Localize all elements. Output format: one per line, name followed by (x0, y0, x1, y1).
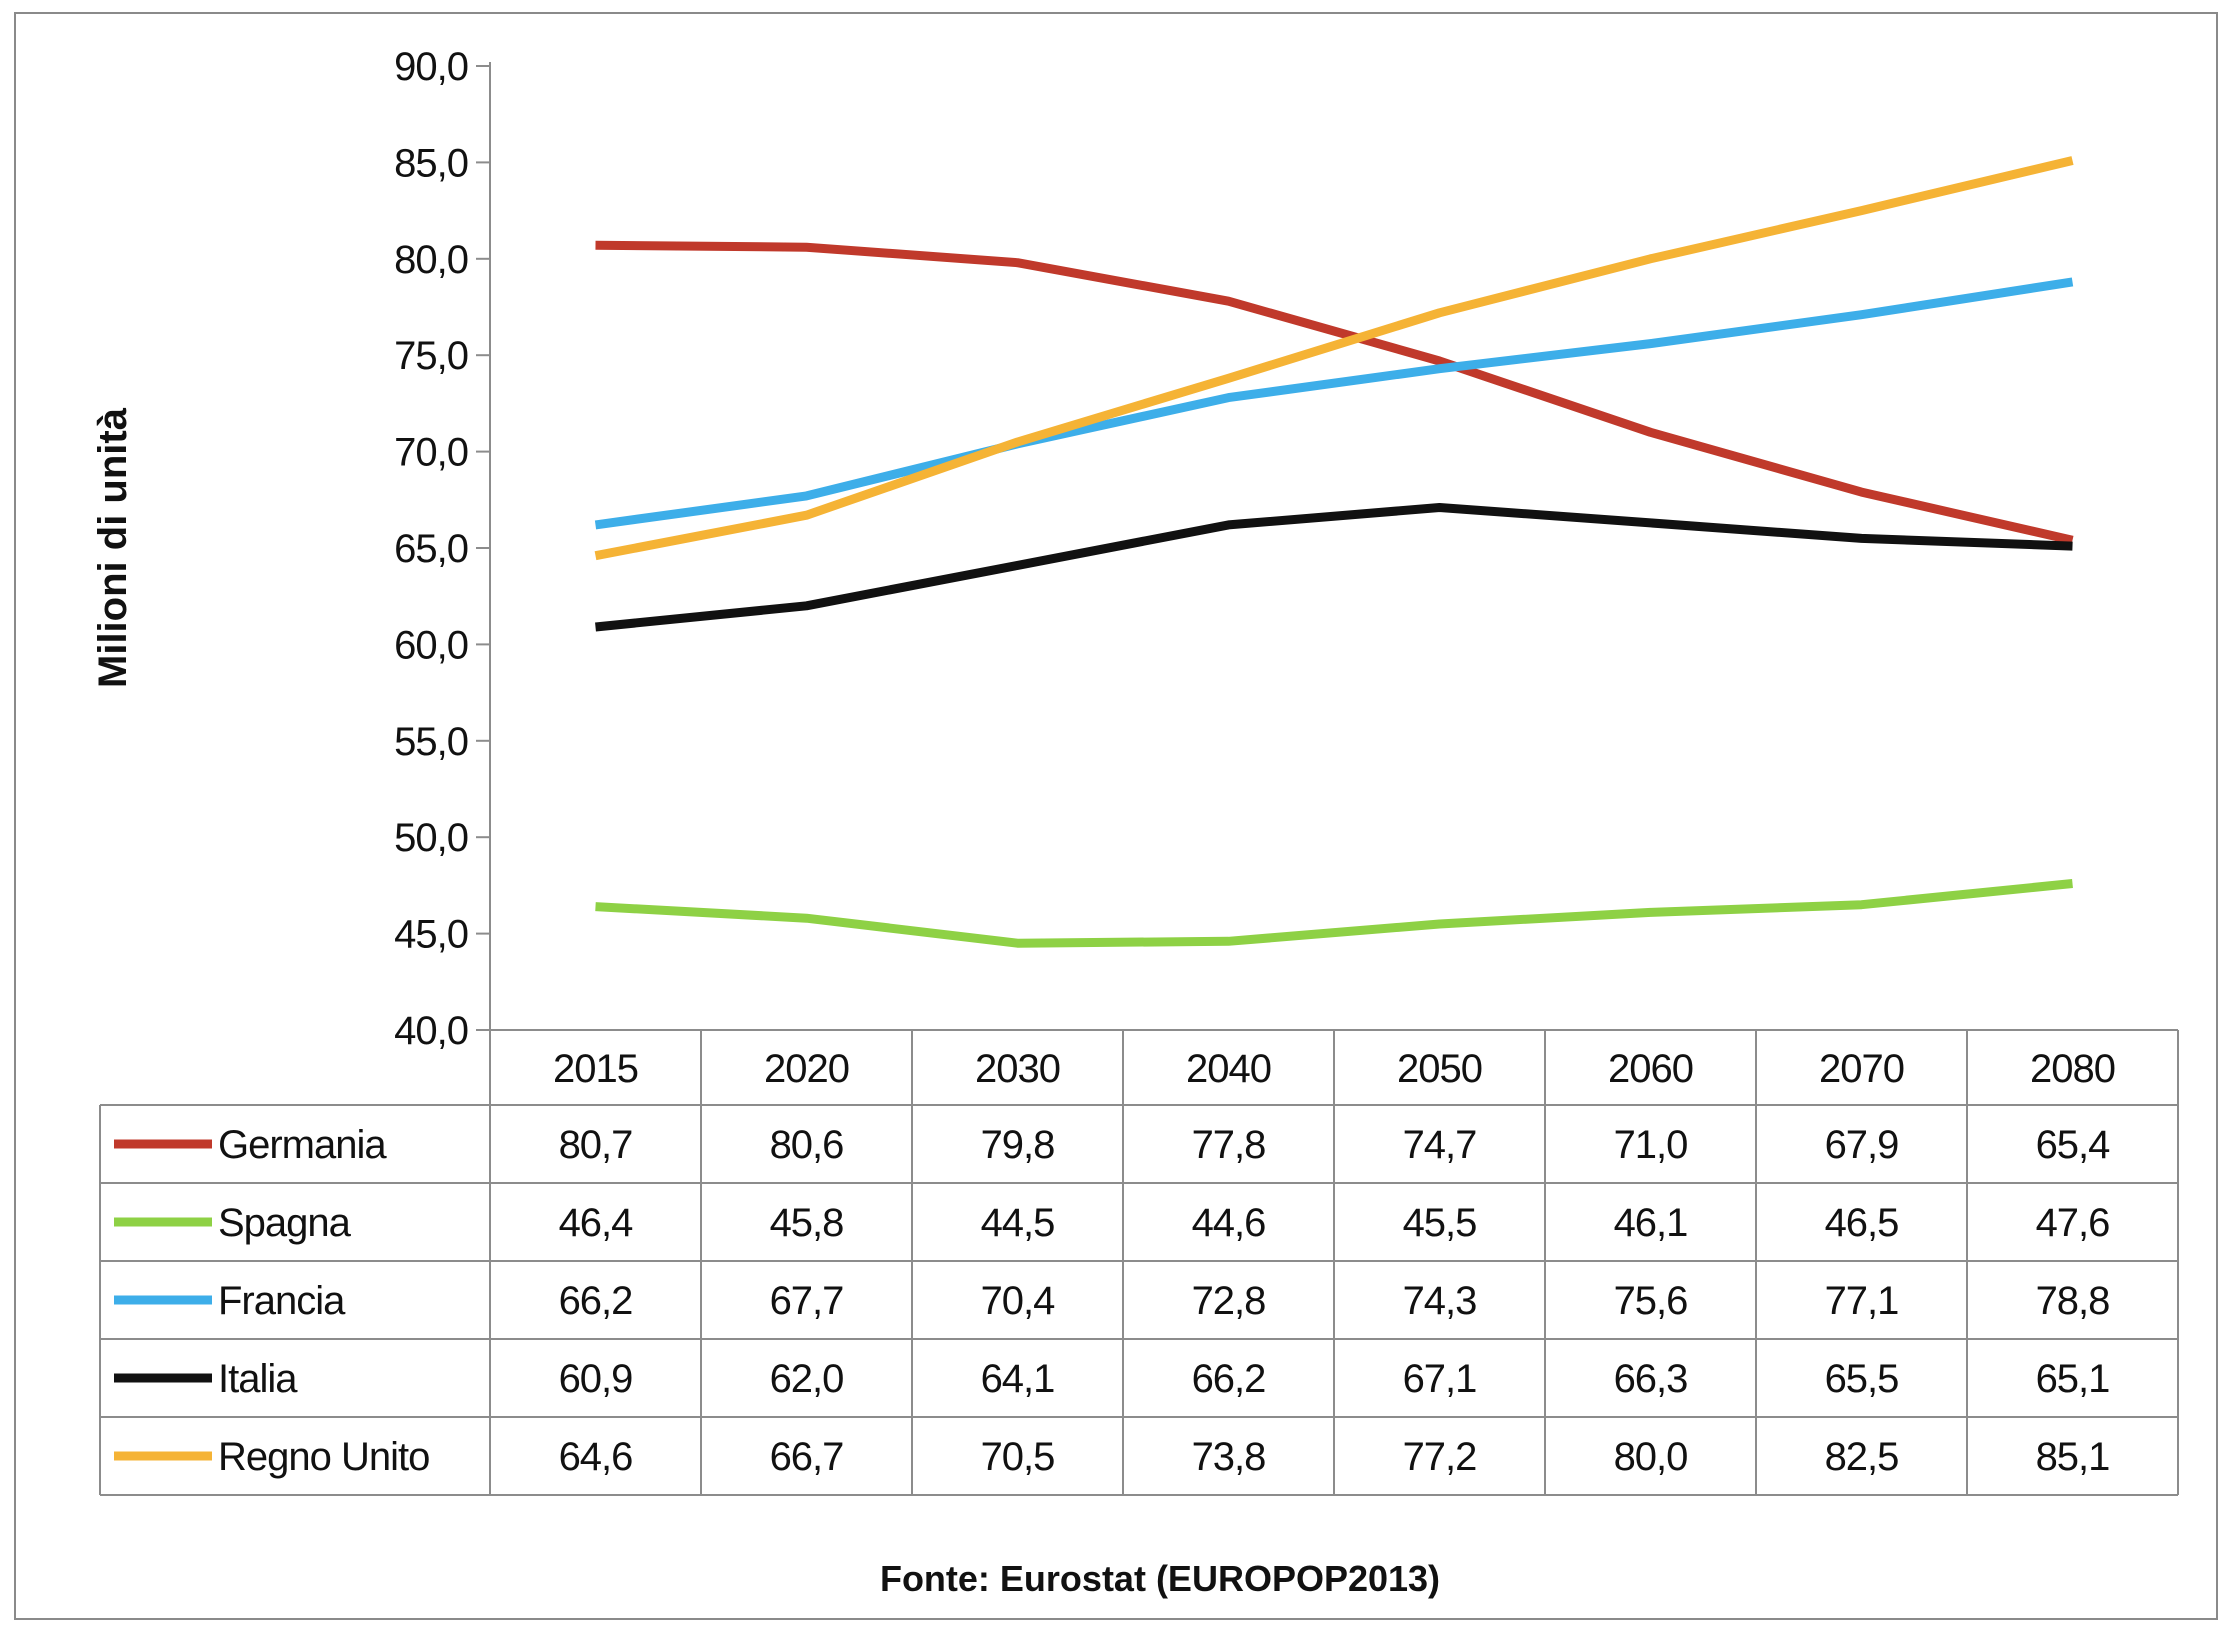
data-label: 70,5 (981, 1435, 1055, 1479)
data-label: 85,1 (2036, 1435, 2110, 1479)
data-label: 82,5 (1825, 1435, 1899, 1479)
data-label: 77,2 (1403, 1435, 1477, 1479)
data-label: 67,9 (1825, 1123, 1899, 1167)
x-tick-label: 2020 (764, 1047, 849, 1091)
data-label: 47,6 (2036, 1201, 2110, 1245)
x-tick-label: 2080 (2030, 1047, 2115, 1091)
data-label: 64,1 (981, 1357, 1055, 1401)
legend-label: Regno Unito (218, 1435, 429, 1479)
data-label: 66,2 (559, 1279, 633, 1323)
y-tick-label: 80,0 (394, 238, 468, 282)
y-tick-label: 75,0 (394, 334, 468, 378)
data-label: 62,0 (770, 1357, 844, 1401)
data-label: 80,0 (1614, 1435, 1688, 1479)
data-label: 64,6 (559, 1435, 633, 1479)
data-label: 72,8 (1192, 1279, 1266, 1323)
legend-label: Spagna (218, 1201, 352, 1245)
y-tick-label: 85,0 (394, 141, 468, 185)
data-label: 70,4 (981, 1279, 1056, 1323)
x-tick-label: 2050 (1397, 1047, 1482, 1091)
chart-frame (14, 12, 2218, 1620)
x-tick-label: 2060 (1608, 1047, 1693, 1091)
data-label: 46,1 (1614, 1201, 1688, 1245)
x-tick-label: 2030 (975, 1047, 1060, 1091)
data-label: 79,8 (981, 1123, 1055, 1167)
data-label: 73,8 (1192, 1435, 1266, 1479)
source-note: Fonte: Eurostat (EUROPOP2013) (880, 1558, 1440, 1599)
data-label: 44,5 (981, 1201, 1055, 1245)
data-label: 65,1 (2036, 1357, 2110, 1401)
data-label: 77,1 (1825, 1279, 1899, 1323)
series-line-germania (595, 240, 2074, 545)
y-tick-label: 40,0 (394, 1009, 468, 1053)
y-tick-label: 55,0 (394, 720, 468, 764)
x-tick-label: 2015 (553, 1047, 638, 1091)
data-label: 80,6 (770, 1123, 844, 1167)
data-label: 78,8 (2036, 1279, 2110, 1323)
series-line-italia (595, 503, 2073, 632)
y-axis-label: Milioni di unità (91, 407, 135, 688)
data-label: 67,7 (770, 1279, 844, 1323)
data-label: 74,7 (1403, 1123, 1477, 1167)
data-label: 74,3 (1403, 1279, 1477, 1323)
legend-label: Germania (218, 1123, 387, 1167)
data-label: 46,5 (1825, 1201, 1899, 1245)
y-tick-label: 50,0 (394, 816, 468, 860)
y-tick-label: 70,0 (394, 431, 468, 475)
data-label: 65,5 (1825, 1357, 1899, 1401)
data-label: 46,4 (559, 1201, 634, 1245)
data-label: 45,8 (770, 1201, 844, 1245)
data-label: 80,7 (559, 1123, 633, 1167)
data-table: 2015 2020 2030 2040 2050 2060 2070 2080 Germania… (99, 1029, 2179, 1496)
data-label: 77,8 (1192, 1123, 1266, 1167)
data-label: 75,6 (1614, 1279, 1688, 1323)
y-tick-label: 65,0 (394, 527, 468, 571)
data-label: 60,9 (559, 1357, 633, 1401)
x-tick-label: 2070 (1819, 1047, 1904, 1091)
data-label: 66,3 (1614, 1357, 1688, 1401)
legend-label: Francia (218, 1279, 346, 1323)
data-label: 66,7 (770, 1435, 844, 1479)
series-line-francia (594, 277, 2074, 530)
x-tick-label: 2040 (1186, 1047, 1271, 1091)
data-label: 66,2 (1192, 1357, 1266, 1401)
data-label: 67,1 (1403, 1357, 1477, 1401)
y-tick-label: 90,0 (394, 45, 468, 89)
y-axis: 40,0 45,0 50,0 55,0 60,0 65,0 70,0 75,0 80,0 85,0… (394, 45, 491, 1053)
series-line-regno-unito (594, 156, 2074, 561)
series-lines (594, 156, 2074, 948)
series-line-spagna (595, 879, 2073, 948)
data-label: 45,5 (1403, 1201, 1477, 1245)
data-label: 65,4 (2036, 1123, 2111, 1167)
data-label: 44,6 (1192, 1201, 1266, 1245)
y-tick-label: 60,0 (394, 623, 468, 667)
legend-label: Italia (218, 1357, 298, 1401)
data-label: 71,0 (1614, 1123, 1688, 1167)
y-tick-label: 45,0 (394, 913, 468, 957)
